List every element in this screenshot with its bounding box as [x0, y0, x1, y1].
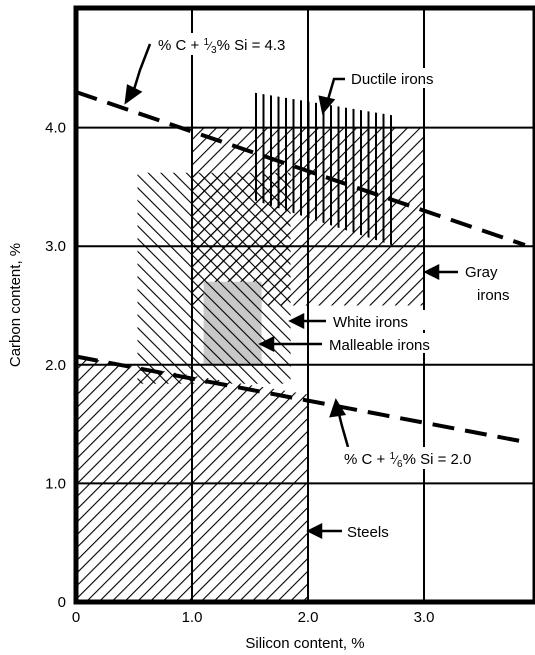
x-tick-label: 3.0	[414, 609, 435, 626]
arrow-steels-head	[306, 522, 323, 540]
label-lower-equation: % C + 1⁄6% Si = 2.0	[344, 451, 471, 470]
y-tick-label: 3.0	[45, 238, 66, 255]
arrow-lower-equation-head	[329, 398, 347, 418]
x-axis-label: Silicon content, %	[245, 635, 364, 652]
y-tick-labels: 0 1.0 2.0 3.0 4.0	[45, 120, 66, 611]
arrow-white-head	[288, 312, 305, 330]
arrow-ductile-head	[318, 95, 336, 115]
label-gray-line2: irons	[477, 287, 510, 304]
label-lower-equation-bg	[340, 447, 498, 469]
arrow-gray-head	[423, 263, 440, 281]
x-tick-labels: 0 1.0 2.0 3.0	[72, 609, 435, 626]
label-ductile-bg	[348, 68, 444, 88]
y-tick-label: 4.0	[45, 120, 66, 137]
region-ductile-irons	[250, 92, 395, 247]
annotation-labels: % C + 1⁄3% Si = 4.3 Ductile irons Gray i…	[155, 33, 510, 541]
label-gray-bg	[460, 261, 510, 305]
gridlines	[76, 8, 535, 602]
label-ductile: Ductile irons	[351, 71, 434, 88]
label-white: White irons	[333, 314, 408, 331]
arrow-upper-equation-head	[124, 84, 143, 105]
x-tick-label: 2.0	[298, 609, 319, 626]
plot-frame	[73, 5, 535, 605]
label-malleable-bg	[326, 333, 466, 353]
label-white-bg	[330, 310, 430, 330]
annotation-arrows	[124, 43, 458, 540]
label-steels-bg	[344, 521, 402, 541]
label-malleable: Malleable irons	[329, 337, 430, 354]
y-tick-label: 1.0	[45, 475, 66, 492]
x-tick-label: 0	[72, 609, 80, 626]
x-tick-label: 1.0	[182, 609, 203, 626]
label-upper-equation-bg	[155, 33, 307, 55]
region-cross-hatch	[192, 172, 291, 306]
label-gray-line1: Gray	[465, 264, 498, 281]
plot-area	[73, 5, 535, 605]
arrow-ductile	[325, 77, 345, 104]
arrow-upper-equation	[130, 43, 152, 97]
arrow-malleable-head	[258, 335, 275, 353]
label-steels: Steels	[347, 524, 389, 541]
y-tick-label: 0	[58, 594, 66, 611]
label-upper-equation: % C + 1⁄3% Si = 4.3	[158, 37, 285, 56]
region-malleable-irons	[203, 281, 262, 365]
curve-lower-dashed	[75, 354, 526, 444]
y-axis-label: Carbon content, %	[7, 243, 24, 367]
y-tick-label: 2.0	[45, 357, 66, 374]
curve-upper-dashed	[75, 90, 526, 247]
